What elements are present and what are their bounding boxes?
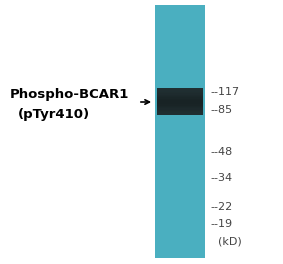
Bar bbox=[157, 106, 203, 107]
Text: --48: --48 bbox=[210, 147, 232, 157]
Text: Phospho-BCAR1: Phospho-BCAR1 bbox=[10, 88, 129, 101]
Bar bbox=[157, 91, 203, 92]
Bar bbox=[157, 108, 203, 110]
Bar bbox=[157, 88, 203, 115]
Bar bbox=[157, 101, 203, 103]
Bar bbox=[157, 88, 203, 89]
Text: (pTyr410): (pTyr410) bbox=[18, 108, 90, 121]
Bar bbox=[157, 89, 203, 91]
Bar bbox=[157, 114, 203, 115]
Bar bbox=[157, 99, 203, 100]
Text: --85: --85 bbox=[210, 105, 232, 115]
Bar bbox=[157, 97, 203, 99]
Text: --22: --22 bbox=[210, 202, 232, 212]
Bar bbox=[157, 112, 203, 114]
Bar bbox=[157, 111, 203, 112]
Text: --117: --117 bbox=[210, 87, 239, 97]
Bar bbox=[157, 100, 203, 101]
Bar bbox=[157, 95, 203, 96]
Bar bbox=[157, 110, 203, 111]
Bar bbox=[157, 93, 203, 95]
Bar bbox=[157, 103, 203, 104]
Bar bbox=[157, 96, 203, 97]
Bar bbox=[157, 104, 203, 106]
Bar bbox=[157, 107, 203, 108]
Text: (kD): (kD) bbox=[218, 237, 242, 247]
Bar bbox=[155, 5, 205, 258]
Text: --19: --19 bbox=[210, 219, 232, 229]
Text: --34: --34 bbox=[210, 173, 232, 183]
Bar bbox=[157, 92, 203, 93]
